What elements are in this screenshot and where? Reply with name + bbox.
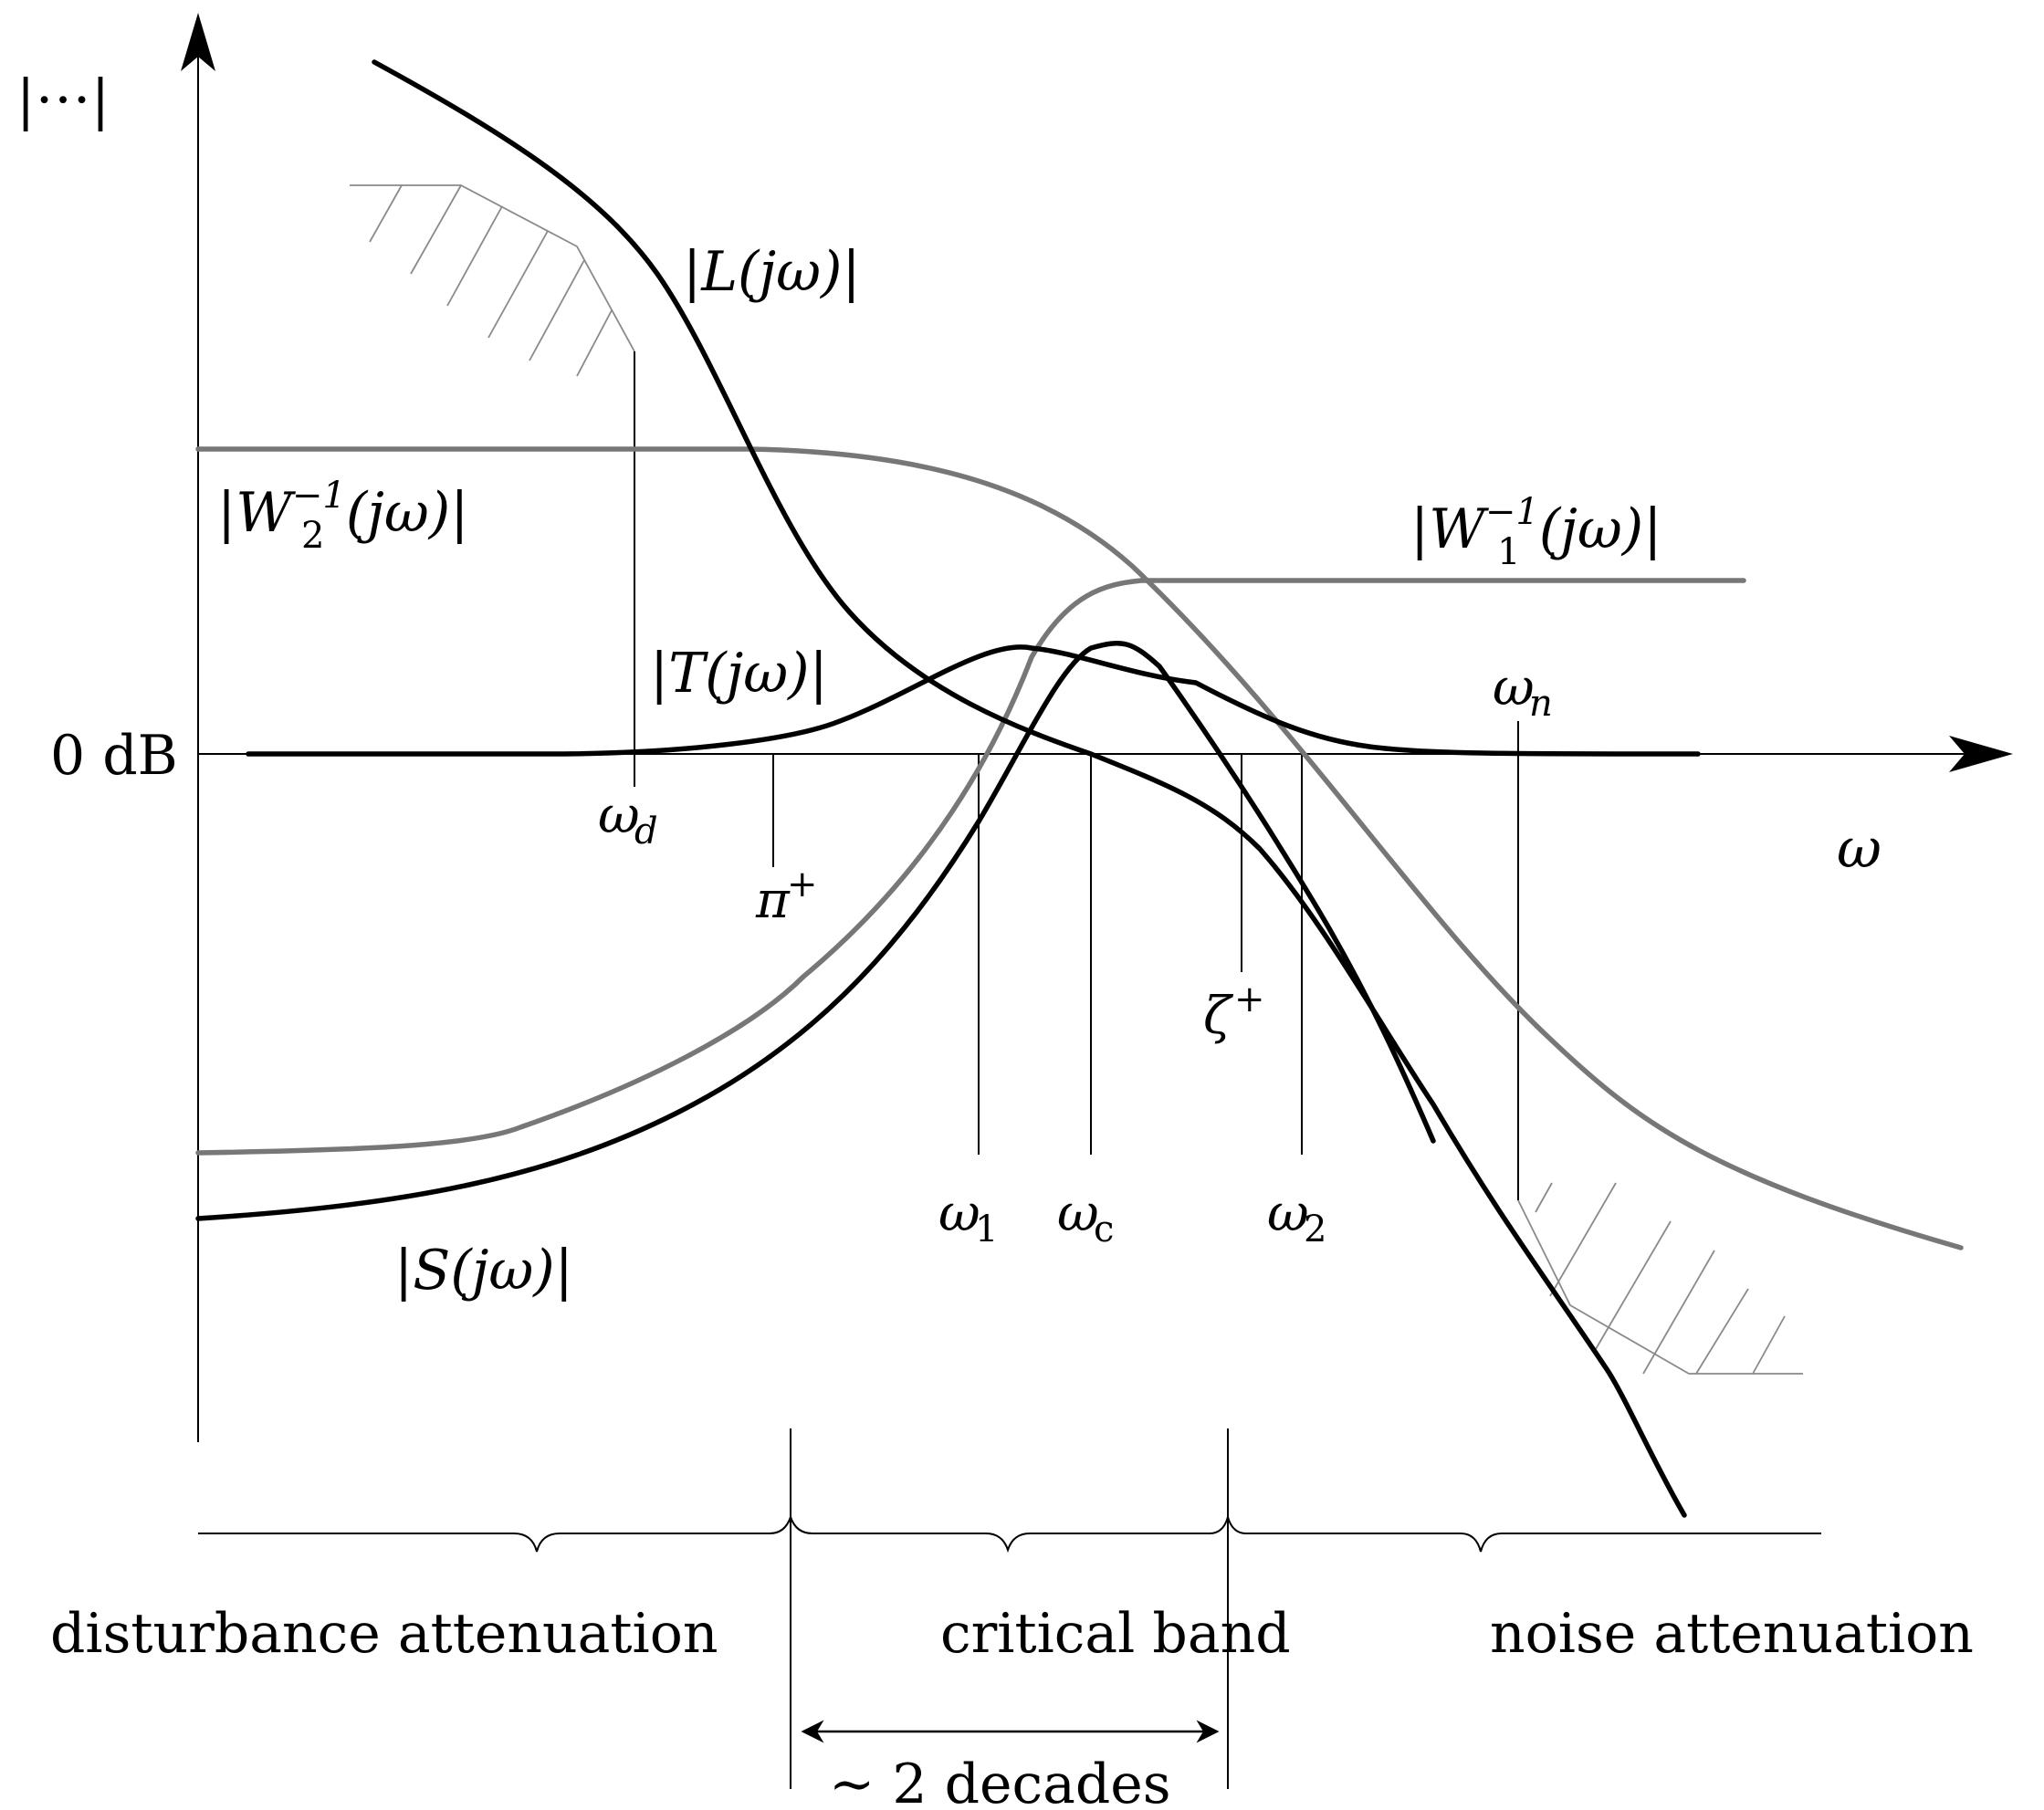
noise-band-label: noise attenuation [1490,1602,1974,1666]
low-frequency-constraint-region [350,184,635,377]
svg-text:ω: ω [938,1184,980,1243]
svg-text:+: + [787,863,818,905]
svg-text:d: d [634,811,658,853]
omega-c-label: ω c [1057,1184,1114,1250]
svg-text:ω: ω [598,786,640,845]
loop-gain-curve [372,59,1687,1518]
disturbance-band-label: disturbance attenuation [50,1602,718,1666]
omega-1-label: ω 1 [938,1184,998,1250]
s-curve-label: |S(jω)| [394,1239,573,1303]
svg-text:2: 2 [1304,1208,1326,1250]
complementary-sensitivity-curve [246,644,1701,757]
svg-text:1: 1 [975,1208,998,1250]
band-braces [198,1428,1821,1789]
w2-curve-label-subscript: 2 [301,515,324,557]
high-frequency-constraint-region [1517,1182,1803,1375]
svg-text:π: π [755,871,791,930]
critical-band-label: critical band [940,1602,1291,1666]
t-curve-label: |T(jω)| [650,642,828,706]
pi-plus-label: π + [755,863,818,930]
svg-text:ω: ω [1057,1184,1099,1243]
zero-db-label: 0 dB [50,724,178,788]
sensitivity-curve [195,641,1436,1221]
svg-text:n: n [1529,683,1553,725]
svg-text:ω: ω [1267,1184,1309,1243]
omega-d-label: ω d [598,786,658,853]
y-axis-arrowhead [181,13,215,71]
two-decades-label: ∼ 2 decades [829,1752,1171,1810]
svg-text:c: c [1094,1208,1114,1250]
w2-curve-label: |W−1(jω)| [217,475,468,545]
svg-text:+: + [1234,978,1265,1020]
zeta-plus-label: ζ + [1203,978,1265,1046]
x-axis-label: ω [1837,817,1882,881]
y-axis-label: |⋅⋅⋅| [16,68,110,132]
x-axis-arrowhead [1949,736,2013,772]
svg-text:ω: ω [1493,658,1535,717]
l-curve-label: |L(jω)| [683,240,861,304]
w1-inverse-curve [195,578,1746,1156]
svg-text:ζ: ζ [1203,987,1234,1046]
omega-n-label: ω n [1493,658,1553,725]
w1-curve-label: |W−1(jω)| [1410,491,1661,561]
w1-curve-label-subscript: 1 [1497,531,1520,573]
w2-inverse-curve [195,446,1964,1250]
omega-2-label: ω 2 [1267,1184,1326,1250]
